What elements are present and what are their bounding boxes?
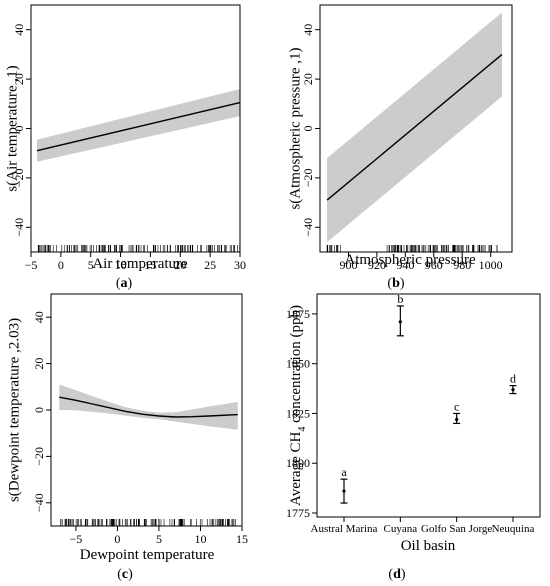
- panel-a: −5 0 5 10 15 20 25 30 −40 −20 0 20 40 Air temperature…: [4, 4, 246, 272]
- y-tick-label: 0: [301, 126, 315, 132]
- x-tick-label: 920: [368, 258, 386, 272]
- y-tick-label: 0: [12, 126, 26, 132]
- x-tick-label: Austral Marina: [311, 523, 378, 535]
- x-tick-label: 900: [339, 258, 357, 272]
- x-tick-label: 5: [88, 258, 94, 272]
- y-tick-label: −20: [12, 169, 26, 188]
- rug: [37, 245, 240, 252]
- mean-point: [511, 387, 515, 392]
- x-axis-label: Air temperature: [92, 256, 188, 272]
- y-tick-label: −20: [32, 447, 46, 466]
- panel-c: −5 0 5 10 15 −40 −20 0 20 40 Dewpoint temperature s…: [6, 293, 248, 563]
- y-tick-label: 1775: [286, 506, 310, 520]
- rug: [60, 519, 236, 526]
- y-tick-label: 40: [12, 24, 26, 36]
- mean-point: [342, 489, 346, 493]
- y-axis-label: s(Atmospheric pressure ,1): [287, 47, 303, 209]
- x-tick-label: 0: [58, 258, 64, 272]
- x-tick-label: 30: [234, 258, 246, 272]
- y-tick-label: 1800: [286, 456, 310, 470]
- x-tick-label: 15: [236, 532, 248, 546]
- x-axis-label: Atmospheric pressure: [344, 252, 476, 268]
- mean-point: [455, 417, 459, 422]
- y-axis-label: s(Dewpoint temperature ,2.03): [6, 318, 22, 502]
- x-tick-label: Golfo San Jorge: [421, 523, 492, 535]
- y-tick-label: 1875: [286, 307, 310, 321]
- y-tick-label: −40: [301, 218, 315, 237]
- x-tick-label: −5: [70, 532, 83, 546]
- x-tick-label: −5: [25, 258, 38, 272]
- mean-point: [398, 320, 402, 324]
- x-axis-label: Dewpoint temperature: [80, 547, 215, 563]
- confidence-band: [37, 89, 240, 162]
- x-tick-label: 20: [174, 258, 186, 272]
- fit-line: [59, 396, 238, 418]
- panel-d: Austral Marina a Cuyana b Golfo San Jorge c Ne…: [286, 292, 541, 554]
- y-tick-label: −40: [32, 493, 46, 512]
- x-axis-label: Oil basin: [401, 538, 456, 554]
- x-tick-label: 980: [453, 258, 471, 272]
- x-tick-label: Neuquina: [492, 523, 535, 535]
- x-tick-label: 10: [115, 258, 127, 272]
- group-letter: c: [454, 399, 459, 413]
- panel-label-c: (c): [117, 567, 133, 582]
- confidence-band: [59, 384, 238, 430]
- x-tick-label: 5: [156, 532, 162, 546]
- y-tick-label: 40: [301, 24, 315, 36]
- panel-label-b: (b): [387, 276, 404, 291]
- x-tick-label: 940: [396, 258, 414, 272]
- group-letter: b: [397, 292, 403, 306]
- group-letter: a: [341, 465, 347, 479]
- y-tick-label: 40: [32, 311, 46, 323]
- y-tick-label: 20: [32, 358, 46, 370]
- x-tick-label: 960: [425, 258, 443, 272]
- plot-frame: [316, 293, 541, 518]
- x-tick-label: 15: [144, 258, 156, 272]
- fit-line: [326, 53, 503, 201]
- y-tick-label: 20: [301, 73, 315, 85]
- group-letter: d: [510, 372, 516, 386]
- y-tick-label: 1825: [286, 406, 310, 420]
- y-axis-label: Average CH4 concentration (ppb): [288, 305, 307, 506]
- fit-line: [36, 101, 241, 152]
- y-tick-label: −20: [301, 169, 315, 188]
- x-tick-label: 1000: [479, 258, 503, 272]
- panel-label-d: (d): [388, 567, 405, 582]
- y-tick-label: −40: [12, 218, 26, 237]
- y-axis-label: s(Air temperature ,1): [4, 65, 20, 191]
- rug: [326, 245, 498, 252]
- x-tick-label: 10: [194, 532, 206, 546]
- x-tick-label: 0: [114, 532, 120, 546]
- panel-b: 900 920 940 960 980 1000 −40 −20 0 20 40 Atmospheri…: [287, 4, 513, 272]
- y-tick-label: 0: [32, 407, 46, 413]
- panel-label-a: (a): [116, 276, 133, 291]
- x-tick-label: 25: [204, 258, 216, 272]
- x-tick-label: Cuyana: [384, 523, 418, 535]
- y-tick-label: 1850: [286, 357, 310, 371]
- y-tick-label: 20: [12, 73, 26, 85]
